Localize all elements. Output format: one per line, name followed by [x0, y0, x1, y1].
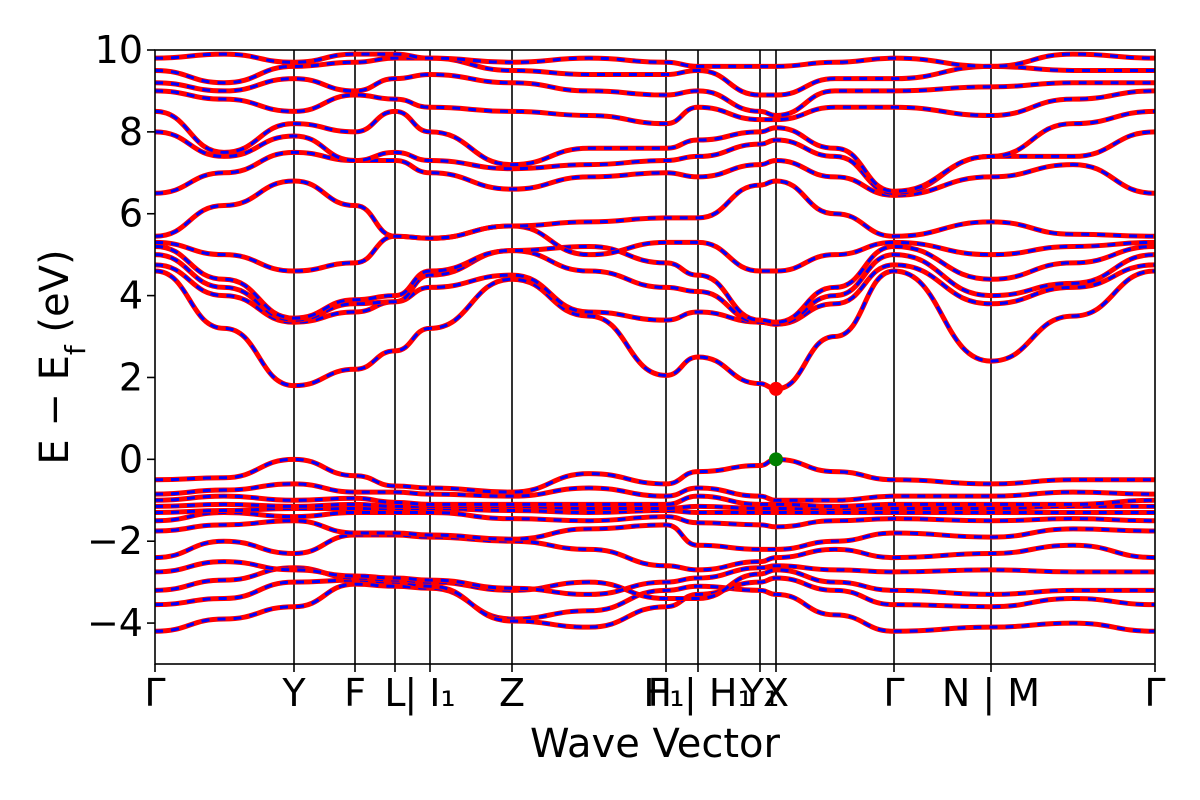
x-tick-label: H | H₁	[643, 671, 752, 716]
band-line-blue	[155, 576, 1155, 629]
plot-frame	[154, 49, 1156, 665]
band-line-blue	[155, 56, 1155, 97]
x-tick-label: Γ	[1144, 671, 1165, 715]
band-line-blue	[155, 502, 1155, 510]
y-tick-label: 8	[119, 110, 143, 154]
y-tick-label: 0	[119, 437, 143, 481]
x-tick-label: N | M	[942, 671, 1040, 716]
band-line-blue	[155, 150, 1155, 197]
band-line-blue	[155, 482, 1155, 502]
band-line-red	[155, 248, 1155, 327]
x-tick-label: Y₁	[740, 671, 779, 715]
x-tick-label: Γ	[883, 671, 904, 715]
band-line-blue	[155, 494, 1155, 508]
band-lines	[155, 51, 1155, 634]
band-line-blue	[155, 506, 1155, 515]
y-tick-label: −4	[87, 601, 143, 645]
band-line-blue	[155, 109, 1155, 193]
band-line-blue	[155, 179, 1155, 240]
x-tick-label: L	[384, 671, 405, 715]
y-tick-label: 6	[119, 192, 143, 236]
band-line-red	[155, 243, 1155, 325]
band-line-red	[155, 456, 1155, 495]
band-line-blue	[155, 89, 1155, 126]
y-tick-label: 4	[119, 274, 143, 318]
x-axis-label: Wave Vector	[530, 721, 781, 767]
x-tick-label: F	[344, 671, 366, 715]
band-edge-markers	[769, 381, 783, 467]
y-axis-label: E − Ef (eV)	[32, 249, 92, 464]
y-axis: −4 −2 0 2 4 6 8 10	[87, 28, 155, 645]
x-tick-label: Γ	[144, 671, 165, 715]
band-line-red	[155, 178, 1155, 241]
x-tick-label: | I₁	[404, 671, 455, 716]
band-line-blue	[155, 511, 1155, 529]
y-tick-label: 2	[119, 355, 143, 399]
band-line-blue	[155, 533, 1155, 572]
x-tick-label: Y	[281, 671, 306, 715]
band-line-blue	[155, 457, 1155, 494]
y-tick-label: −2	[87, 519, 143, 563]
band-line-blue	[155, 244, 1155, 324]
band-edge-marker	[769, 452, 783, 467]
band-line-blue	[155, 560, 1155, 596]
band-edge-marker	[769, 381, 783, 396]
y-axis-label-main: E − E	[32, 355, 78, 465]
band-line-blue	[155, 582, 1155, 633]
y-axis-label-unit: (eV)	[32, 249, 78, 345]
band-line-blue	[155, 269, 1155, 391]
band-line-blue	[155, 519, 1155, 551]
band-line-blue	[155, 73, 1155, 117]
x-tick-label: F₁	[647, 671, 684, 715]
x-tick-label: X	[763, 671, 789, 715]
band-line-blue	[155, 263, 1155, 326]
y-tick-label: 10	[95, 28, 143, 72]
band-line-blue	[155, 52, 1155, 68]
band-line-blue	[155, 224, 1155, 273]
band-line-red	[155, 575, 1155, 630]
x-tick-label: Z	[499, 671, 525, 715]
y-axis-label-sub: f	[59, 344, 92, 355]
